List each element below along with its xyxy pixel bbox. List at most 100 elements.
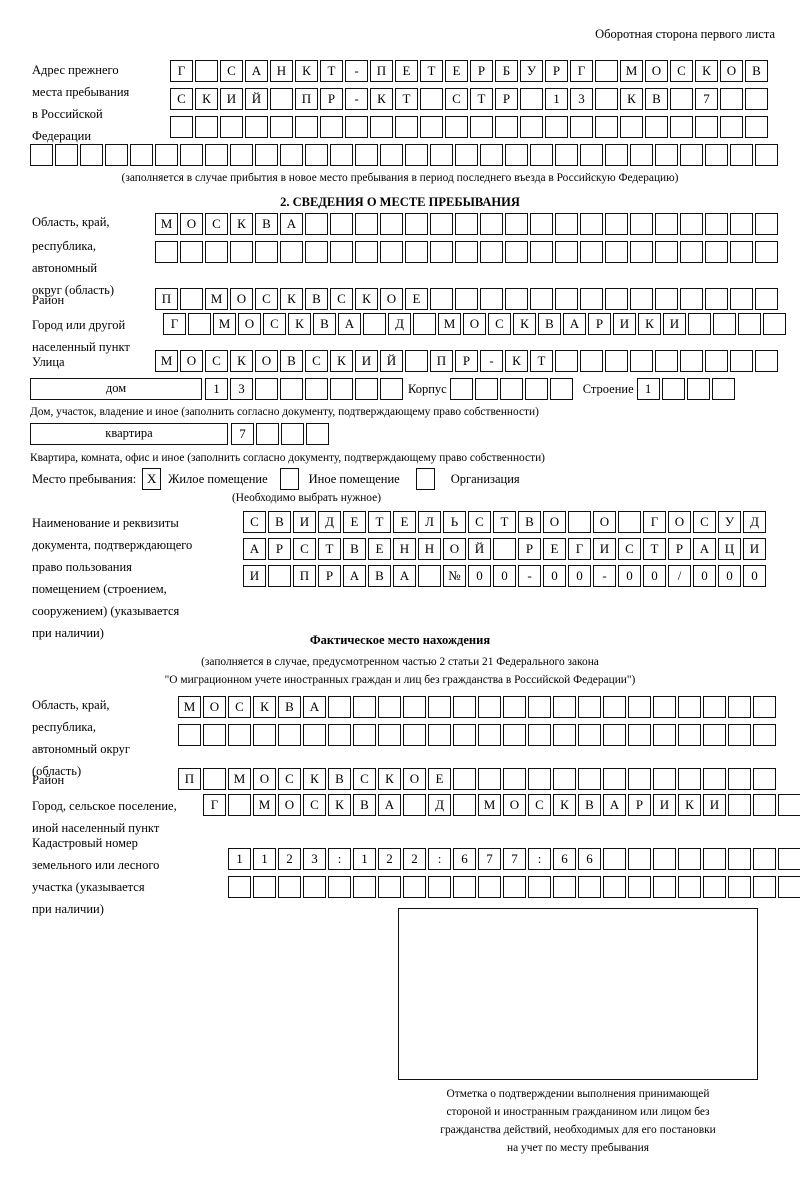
doc-row-1-cell-19[interactable]: У: [718, 511, 741, 533]
doc-row-1-cell-13[interactable]: [568, 511, 591, 533]
stroenie-boxes-cell-2[interactable]: [686, 378, 710, 400]
doc-row-1-cell-20[interactable]: Д: [743, 511, 766, 533]
section2-district-row-cell-18[interactable]: [605, 288, 628, 310]
cadastral-row-2-cell-17[interactable]: [653, 876, 676, 898]
section2-district-row-cell-2[interactable]: М: [205, 288, 228, 310]
actual-region-row-2-cell-0[interactable]: [178, 724, 201, 746]
cadastral-row-1-cell-11[interactable]: 7: [503, 848, 526, 870]
section2-district-row-cell-0[interactable]: П: [155, 288, 178, 310]
prev-address-row-2-cell-15[interactable]: 1: [545, 88, 568, 110]
actual-region-row-2-cell-21[interactable]: [703, 724, 726, 746]
section2-district-row-cell-17[interactable]: [580, 288, 603, 310]
prev-address-row-1-cell-14[interactable]: У: [520, 60, 543, 82]
actual-city-row-cell-10[interactable]: [453, 794, 476, 816]
prev-address-row-4-cell-25[interactable]: [655, 144, 678, 166]
korpus-boxes-cell-1[interactable]: [474, 378, 498, 400]
section2-region-row-1-cell-11[interactable]: [430, 213, 453, 235]
actual-city-row-cell-21[interactable]: [728, 794, 751, 816]
section2-district-row-cell-15[interactable]: [530, 288, 553, 310]
section2-district-row-cell-13[interactable]: [480, 288, 503, 310]
flat-boxes-cell-3[interactable]: [306, 423, 329, 445]
cadastral-row-1-cell-21[interactable]: [753, 848, 776, 870]
section2-street-row-cell-8[interactable]: И: [355, 350, 378, 372]
section2-street-row-cell-9[interactable]: Й: [380, 350, 403, 372]
actual-city-row-cell-5[interactable]: К: [328, 794, 351, 816]
prev-address-row-2-cell-0[interactable]: С: [170, 88, 193, 110]
actual-region-row-2[interactable]: [178, 724, 776, 746]
actual-region-row-1-cell-20[interactable]: [678, 696, 701, 718]
doc-row-3-cell-1[interactable]: [268, 565, 291, 587]
section2-city-row-cell-6[interactable]: В: [313, 313, 336, 335]
prev-address-row-4-cell-16[interactable]: [430, 144, 453, 166]
prev-address-row-2-cell-2[interactable]: И: [220, 88, 243, 110]
actual-district-row-cell-17[interactable]: [603, 768, 626, 790]
actual-district-row-cell-11[interactable]: [453, 768, 476, 790]
prev-address-row-3-cell-16[interactable]: [570, 116, 593, 138]
section2-region-row-2-cell-0[interactable]: [155, 241, 178, 263]
section2-region-row-1-cell-3[interactable]: К: [230, 213, 253, 235]
actual-city-row-cell-9[interactable]: Д: [428, 794, 451, 816]
section2-street-row-cell-20[interactable]: [655, 350, 678, 372]
actual-region-row-1-cell-2[interactable]: С: [228, 696, 251, 718]
doc-row-3-cell-6[interactable]: А: [393, 565, 416, 587]
checkbox-zhiloe[interactable]: X: [142, 468, 162, 490]
section2-region-row-1-cell-8[interactable]: [355, 213, 378, 235]
actual-region-row-2-cell-2[interactable]: [228, 724, 251, 746]
doc-row-2-cell-7[interactable]: Н: [418, 538, 441, 560]
cadastral-row-2-cell-7[interactable]: [403, 876, 426, 898]
doc-row-3-cell-17[interactable]: /: [668, 565, 691, 587]
doc-row-2-cell-15[interactable]: С: [618, 538, 641, 560]
actual-city-row-cell-13[interactable]: С: [528, 794, 551, 816]
section2-city-row-cell-14[interactable]: К: [513, 313, 536, 335]
section2-region-row-2-cell-9[interactable]: [380, 241, 403, 263]
section2-region-row-1-cell-23[interactable]: [730, 213, 753, 235]
doc-row-1-cell-17[interactable]: О: [668, 511, 691, 533]
prev-address-row-2-cell-13[interactable]: Р: [495, 88, 518, 110]
prev-address-row-4-cell-15[interactable]: [405, 144, 428, 166]
actual-region-row-1-cell-9[interactable]: [403, 696, 426, 718]
prev-address-row-4-cell-23[interactable]: [605, 144, 628, 166]
prev-address-row-4-cell-2[interactable]: [80, 144, 103, 166]
section2-city-row-cell-21[interactable]: [688, 313, 711, 335]
doc-row-3-cell-18[interactable]: 0: [693, 565, 716, 587]
section2-district-row-cell-5[interactable]: К: [280, 288, 303, 310]
section2-street-row-cell-19[interactable]: [630, 350, 653, 372]
doc-row-3-cell-19[interactable]: 0: [718, 565, 741, 587]
prev-address-row-4-cell-10[interactable]: [280, 144, 303, 166]
actual-region-row-2-cell-3[interactable]: [253, 724, 276, 746]
prev-address-row-3-cell-14[interactable]: [520, 116, 543, 138]
prev-address-row-1-cell-11[interactable]: Е: [445, 60, 468, 82]
section2-region-row-2-cell-15[interactable]: [530, 241, 553, 263]
section2-district-row-cell-16[interactable]: [555, 288, 578, 310]
section2-street-row-cell-6[interactable]: С: [305, 350, 328, 372]
section2-region-row-1-cell-15[interactable]: [530, 213, 553, 235]
section2-city-row-cell-17[interactable]: Р: [588, 313, 611, 335]
actual-city-row-cell-22[interactable]: [753, 794, 776, 816]
actual-region-row-1-cell-8[interactable]: [378, 696, 401, 718]
actual-region-row-2-cell-14[interactable]: [528, 724, 551, 746]
prev-address-row-3-cell-19[interactable]: [645, 116, 668, 138]
doc-row-1-cell-11[interactable]: В: [518, 511, 541, 533]
prev-address-row-2-cell-12[interactable]: Т: [470, 88, 493, 110]
section2-street-row-cell-10[interactable]: [405, 350, 428, 372]
cadastral-row-1-cell-3[interactable]: 3: [303, 848, 326, 870]
korpus-boxes-cell-2[interactable]: [499, 378, 523, 400]
doc-row-3-cell-3[interactable]: Р: [318, 565, 341, 587]
cadastral-row-2-cell-8[interactable]: [428, 876, 451, 898]
actual-city-row-cell-8[interactable]: [403, 794, 426, 816]
cadastral-row-1-cell-6[interactable]: 2: [378, 848, 401, 870]
section2-region-row-2-cell-13[interactable]: [480, 241, 503, 263]
section2-district-row-cell-7[interactable]: С: [330, 288, 353, 310]
section2-region-row-1-cell-6[interactable]: [305, 213, 328, 235]
actual-district-row-cell-6[interactable]: В: [328, 768, 351, 790]
cadastral-row-2-cell-4[interactable]: [328, 876, 351, 898]
prev-address-row-3-cell-7[interactable]: [345, 116, 368, 138]
korpus-boxes-cell-0[interactable]: [449, 378, 473, 400]
section2-city-row-cell-24[interactable]: [763, 313, 786, 335]
prev-address-row-1-cell-22[interactable]: О: [720, 60, 743, 82]
house-boxes-cell-7[interactable]: [380, 378, 403, 400]
section2-city-row-cell-3[interactable]: О: [238, 313, 261, 335]
actual-district-row-cell-7[interactable]: С: [353, 768, 376, 790]
